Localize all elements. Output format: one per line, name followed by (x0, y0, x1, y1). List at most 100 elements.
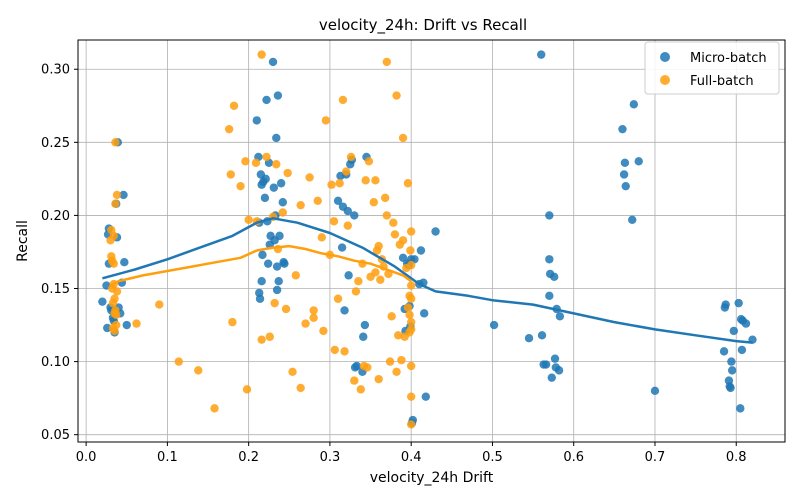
point-full-batch (398, 133, 408, 143)
point-full-batch (228, 317, 237, 327)
point-full-batch (371, 268, 380, 277)
point-micro-batch (272, 262, 282, 271)
point-full-batch (236, 181, 245, 191)
point-full-batch (229, 101, 239, 110)
point-full-batch (346, 152, 356, 162)
point-micro-batch (262, 95, 271, 105)
point-full-batch (329, 217, 339, 226)
point-full-batch (335, 179, 344, 188)
point-full-batch (111, 199, 120, 208)
point-micro-batch (350, 211, 359, 220)
point-full-batch (406, 294, 416, 303)
point-full-batch (283, 168, 292, 178)
point-full-batch (387, 312, 396, 321)
point-full-batch (111, 310, 121, 320)
point-full-batch (371, 176, 380, 185)
point-micro-batch (727, 366, 737, 375)
point-full-batch (257, 50, 266, 59)
point-full-batch (333, 294, 343, 303)
point-micro-batch (628, 215, 637, 225)
legend: Micro-batch Full-batch (644, 41, 780, 95)
point-micro-batch (550, 272, 559, 282)
point-micro-batch (537, 331, 547, 340)
point-full-batch (406, 325, 416, 334)
point-micro-batch (273, 91, 283, 100)
point-micro-batch (736, 404, 745, 413)
legend-marker-full-batch (660, 75, 670, 85)
point-micro-batch (98, 297, 107, 306)
point-micro-batch (729, 326, 739, 336)
point-full-batch (374, 374, 383, 384)
point-micro-batch (541, 360, 551, 369)
point-micro-batch (737, 345, 747, 355)
point-micro-batch (340, 306, 349, 315)
point-full-batch (242, 385, 252, 394)
point-full-batch (309, 306, 318, 315)
point-micro-batch (275, 231, 284, 241)
point-micro-batch (416, 246, 426, 255)
point-micro-batch (252, 116, 261, 125)
axis-ticks: 0.0 0.1 0.2 0.3 0.4 0.5 0.6 0.7 0.8 0.05 0.10 0.15 0… (41, 63, 747, 465)
x-tick-label: 0.5 (482, 450, 503, 465)
point-full-batch (382, 57, 392, 67)
point-micro-batch (280, 259, 289, 268)
point-micro-batch (547, 373, 556, 382)
point-full-batch (210, 404, 219, 413)
point-full-batch (341, 167, 351, 176)
point-full-batch (385, 357, 395, 366)
point-full-batch (351, 287, 361, 296)
point-full-batch (321, 116, 331, 125)
point-full-batch (406, 361, 416, 371)
x-tick-label: 0.0 (76, 450, 97, 465)
point-full-batch (350, 376, 359, 385)
point-micro-batch (629, 100, 639, 109)
point-full-batch (319, 326, 328, 336)
point-full-batch (406, 227, 416, 236)
point-micro-batch (398, 253, 408, 263)
point-full-batch (301, 319, 310, 328)
legend-label-micro-batch: Micro-batch (690, 51, 767, 66)
x-axis-label: velocity_24h Drift (370, 470, 494, 486)
point-micro-batch (274, 277, 283, 286)
point-full-batch (244, 215, 253, 225)
y-tick-label: 0.05 (41, 428, 70, 443)
point-full-batch (392, 91, 401, 100)
point-micro-batch (727, 357, 736, 366)
y-tick-label: 0.25 (41, 136, 70, 151)
point-full-batch (398, 236, 408, 245)
point-full-batch (393, 331, 403, 340)
point-full-batch (389, 218, 398, 227)
point-full-batch (224, 124, 234, 134)
point-micro-batch (337, 243, 347, 252)
point-full-batch (296, 200, 305, 210)
point-micro-batch (554, 366, 564, 375)
point-full-batch (405, 310, 414, 320)
x-tick-label: 0.3 (320, 450, 341, 465)
point-full-batch (374, 241, 383, 251)
point-full-batch (406, 392, 416, 401)
point-micro-batch (734, 298, 743, 308)
point-micro-batch (419, 309, 429, 318)
point-full-batch (403, 303, 413, 312)
trend-line-full-batch (109, 244, 412, 287)
point-full-batch (327, 180, 336, 189)
point-full-batch (330, 345, 339, 355)
point-full-batch (406, 281, 416, 290)
x-tick-label: 0.2 (238, 450, 259, 465)
point-full-batch (406, 420, 416, 429)
point-micro-batch (621, 181, 630, 191)
point-full-batch (392, 367, 401, 377)
y-tick-label: 0.10 (41, 355, 70, 370)
point-micro-batch (524, 334, 534, 343)
point-micro-batch (344, 271, 353, 280)
point-micro-batch (263, 259, 273, 268)
point-full-batch (305, 173, 314, 182)
point-full-batch (272, 160, 281, 169)
point-full-batch (406, 317, 416, 327)
point-full-batch (174, 357, 183, 366)
point-full-batch (364, 157, 374, 166)
x-tick-label: 0.8 (726, 450, 747, 465)
point-full-batch (251, 158, 261, 167)
